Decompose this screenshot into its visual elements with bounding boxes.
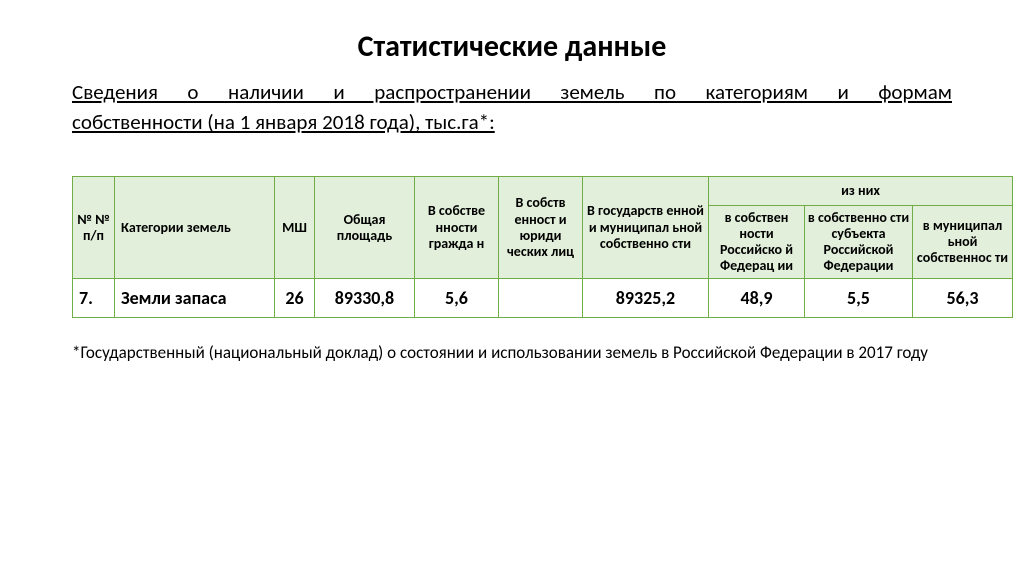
col-municipal: в муниципал ьной собственнос ти xyxy=(913,205,1013,278)
cell-msh: 26 xyxy=(275,279,315,318)
col-total-area: Общая площадь xyxy=(315,176,415,278)
cell-num: 7. xyxy=(73,279,115,318)
col-subject-rf: в собственно сти субъекта Российской Фед… xyxy=(805,205,913,278)
cell-citizens: 5,6 xyxy=(415,279,499,318)
page-title: Статистические данные xyxy=(72,28,952,65)
subtitle-line2: собственности (на 1 января 2018 года), т… xyxy=(72,107,952,137)
data-table: № № п/п Категории земель МШ Общая площад… xyxy=(72,176,1013,318)
col-group-of-them: из них xyxy=(709,176,1013,205)
cell-municipal: 56,3 xyxy=(913,279,1013,318)
cell-state-municipal: 89325,2 xyxy=(583,279,709,318)
col-category: Категории земель xyxy=(115,176,275,278)
cell-legal xyxy=(499,279,583,318)
col-msh: МШ xyxy=(275,176,315,278)
col-legal: В собств енност и юриди ческих лиц xyxy=(499,176,583,278)
col-rf: в собствен ности Российско й Федерац ии xyxy=(709,205,805,278)
col-state-municipal: В государств енной и муниципал ьной собс… xyxy=(583,176,709,278)
cell-rf: 48,9 xyxy=(709,279,805,318)
footnote: *Государственный (национальный доклад) о… xyxy=(72,342,952,365)
col-num: № № п/п xyxy=(73,176,115,278)
cell-total-area: 89330,8 xyxy=(315,279,415,318)
col-citizens: В собстве нности гражда н xyxy=(415,176,499,278)
cell-subject-rf: 5,5 xyxy=(805,279,913,318)
cell-category: Земли запаса xyxy=(115,279,275,318)
table-row: 7. Земли запаса 26 89330,8 5,6 89325,2 4… xyxy=(73,279,1013,318)
subtitle-line1: Сведения о наличии и распространении зем… xyxy=(72,77,952,107)
